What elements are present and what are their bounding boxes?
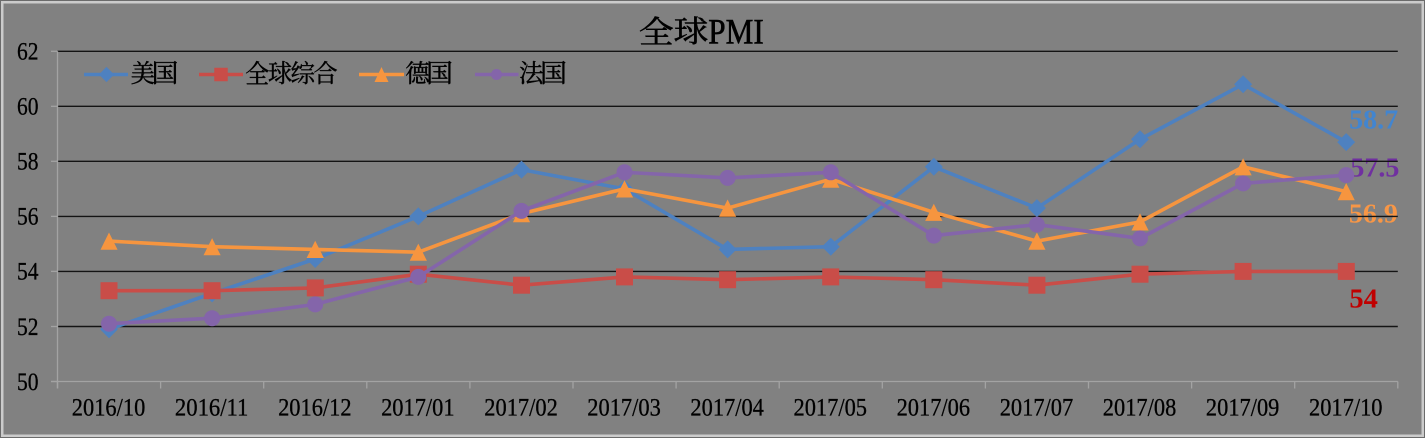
svg-text:2017/08: 2017/08 — [1103, 395, 1177, 422]
svg-text:54: 54 — [1349, 283, 1378, 313]
svg-text:2016/12: 2016/12 — [278, 395, 352, 422]
svg-text:54: 54 — [17, 259, 39, 286]
svg-text:2017/03: 2017/03 — [587, 395, 661, 422]
svg-text:60: 60 — [17, 94, 39, 121]
svg-text:2017/04: 2017/04 — [690, 395, 764, 422]
svg-text:2017/07: 2017/07 — [1000, 395, 1073, 422]
svg-text:2016/11: 2016/11 — [175, 395, 249, 422]
svg-text:56: 56 — [17, 204, 39, 231]
svg-text:50: 50 — [17, 369, 39, 396]
svg-text:2017/05: 2017/05 — [794, 395, 868, 422]
svg-text:58.7: 58.7 — [1349, 105, 1398, 135]
svg-text:56.9: 56.9 — [1349, 198, 1398, 228]
svg-text:58: 58 — [17, 149, 39, 176]
svg-text:2017/02: 2017/02 — [484, 395, 558, 422]
svg-text:2016/10: 2016/10 — [72, 395, 146, 422]
svg-text:2017/06: 2017/06 — [897, 395, 971, 422]
svg-text:2017/09: 2017/09 — [1206, 395, 1280, 422]
svg-text:62: 62 — [17, 39, 39, 66]
svg-text:PMI: PMI — [708, 12, 764, 52]
svg-text:52: 52 — [17, 314, 39, 341]
svg-text:2017/10: 2017/10 — [1309, 395, 1383, 422]
svg-text:57.5: 57.5 — [1350, 152, 1399, 182]
svg-text:2017/01: 2017/01 — [381, 395, 455, 422]
